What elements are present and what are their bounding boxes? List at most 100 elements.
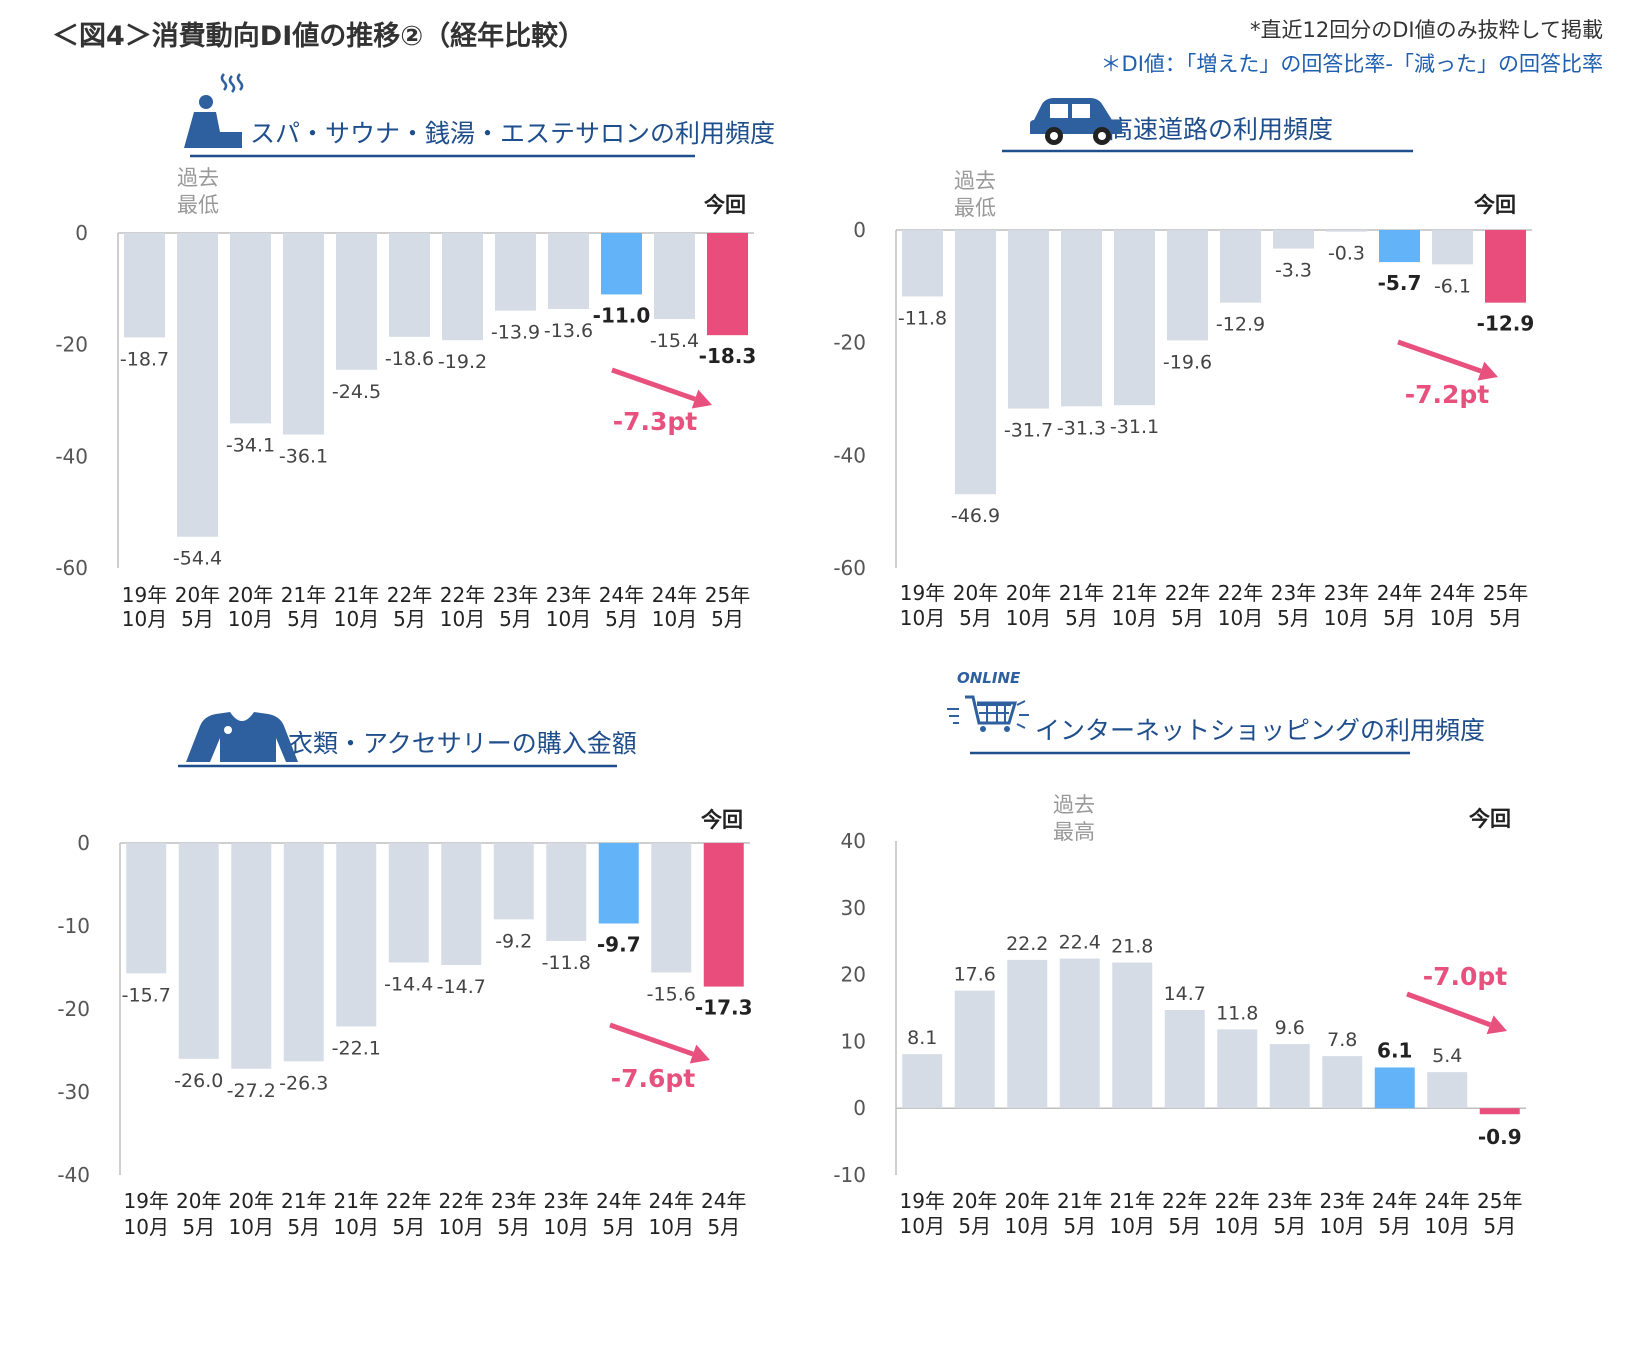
- x-tick-year: 19年: [900, 1189, 945, 1213]
- sweater-icon: [186, 712, 298, 762]
- bar: [1379, 230, 1420, 263]
- data-label: -18.3: [699, 344, 757, 368]
- x-tick-year: 24年: [701, 1189, 746, 1213]
- x-tick-month: 5月: [287, 1215, 320, 1239]
- x-tick-year: 19年: [124, 1189, 169, 1213]
- data-label: 22.2: [1006, 933, 1048, 955]
- bar: [1007, 959, 1048, 1109]
- x-tick-year: 20年: [229, 1189, 274, 1213]
- x-tick-month: 5月: [1383, 606, 1416, 630]
- x-tick-month: 5月: [1171, 606, 1204, 630]
- sauna-person-icon: [184, 73, 244, 148]
- bar: [955, 230, 996, 495]
- y-tick-label: 30: [841, 896, 866, 920]
- x-tick-month: 10月: [1215, 1214, 1260, 1238]
- x-tick-month: 10月: [439, 1215, 484, 1239]
- historic-note-line2: 最低: [954, 196, 996, 220]
- chart-title: 高速道路の利用頻度: [1108, 115, 1333, 144]
- x-tick-month: 10月: [900, 1214, 945, 1238]
- data-label: -22.1: [332, 1037, 381, 1059]
- bar: [1167, 230, 1208, 341]
- footnote-di-definition: ＊DI値：「増えた」の回答比率-「減った」の回答比率: [1100, 52, 1603, 76]
- x-tick-year: 23年: [1271, 581, 1316, 605]
- data-label: -19.6: [1163, 351, 1212, 373]
- x-tick-year: 20年: [1005, 1189, 1050, 1213]
- x-tick-month: 5月: [1063, 1214, 1096, 1238]
- bar: [231, 843, 272, 1069]
- historic-note-line1: 過去: [954, 169, 996, 193]
- data-label: -27.2: [227, 1080, 276, 1102]
- x-tick-month: 10月: [1110, 1214, 1155, 1238]
- data-label: -18.7: [120, 348, 169, 370]
- historic-note-line2: 最高: [1053, 820, 1095, 844]
- x-tick-month: 10月: [229, 1215, 274, 1239]
- footnote-selection: *直近12回分のDI値のみ抜粋して掲載: [1250, 18, 1603, 42]
- x-tick-month: 10月: [122, 607, 167, 631]
- bar: [1432, 230, 1473, 265]
- x-tick-month: 5月: [181, 607, 214, 631]
- bar: [493, 843, 534, 920]
- x-tick-year: 23年: [1324, 581, 1369, 605]
- bar: [1479, 1108, 1520, 1115]
- x-tick-month: 5月: [497, 1215, 530, 1239]
- page-title: ＜図4＞消費動向DI値の推移②（経年比較）: [52, 21, 586, 52]
- y-tick-label: 0: [77, 831, 90, 855]
- x-tick-month: 10月: [546, 607, 591, 631]
- x-tick-year: 24年: [599, 583, 644, 607]
- data-label: -12.9: [1477, 312, 1535, 336]
- x-tick-month: 5月: [1483, 1214, 1516, 1238]
- x-tick-month: 10月: [334, 1215, 379, 1239]
- change-arrow-icon: [689, 1044, 710, 1064]
- chart-online-shopping: インターネットショッピングの利用頻度 ONLINE 40 30 20 10 0 -10 8.1…: [833, 669, 1526, 1238]
- y-tick-label: -20: [57, 997, 90, 1021]
- x-tick-year: 21年: [1110, 1189, 1155, 1213]
- data-label: -11.8: [898, 307, 947, 329]
- y-tick-label: -30: [57, 1080, 90, 1104]
- bar: [707, 233, 748, 336]
- bar: [1269, 1044, 1310, 1109]
- data-label: -26.0: [174, 1070, 223, 1092]
- chart-highway: 高速道路の利用頻度 0-20-40-60-11.819年10月-46.920年5…: [833, 98, 1535, 630]
- data-label: -5.7: [1378, 271, 1422, 295]
- y-tick-label: -40: [55, 444, 88, 468]
- bar: [548, 233, 589, 309]
- data-label: -31.3: [1057, 417, 1106, 439]
- y-tick-label: 40: [841, 829, 866, 853]
- bar: [654, 233, 695, 319]
- data-label: -19.2: [438, 351, 487, 373]
- data-label: -0.9: [1478, 1125, 1522, 1149]
- bar: [283, 843, 324, 1062]
- x-tick-month: 10月: [900, 606, 945, 630]
- data-label: -14.4: [384, 974, 433, 996]
- x-tick-year: 22年: [1218, 581, 1263, 605]
- change-value: -7.3pt: [613, 407, 698, 436]
- x-tick-year: 20年: [176, 1189, 221, 1213]
- bar: [389, 233, 430, 337]
- data-label: -46.9: [951, 505, 1000, 527]
- bar: [902, 230, 943, 297]
- chart-clothing: 衣類・アクセサリーの購入金額 0-10-20-30-40-15.719年10月-…: [57, 712, 753, 1239]
- bar: [336, 233, 377, 370]
- data-label: -13.6: [544, 320, 593, 342]
- current-label: 今回: [704, 193, 746, 217]
- online-cart-icon: ONLINE: [947, 669, 1029, 732]
- x-tick-month: 5月: [707, 1215, 740, 1239]
- bar: [1326, 230, 1367, 232]
- x-tick-year: 23年: [1320, 1189, 1365, 1213]
- bar: [1485, 230, 1526, 303]
- x-tick-year: 22年: [440, 583, 485, 607]
- data-label: -54.4: [173, 548, 222, 570]
- x-tick-month: 5月: [393, 607, 426, 631]
- historic-note-line2: 最低: [177, 193, 219, 217]
- x-tick-year: 24年: [1430, 581, 1475, 605]
- chart-title: 衣類・アクセサリーの購入金額: [288, 729, 637, 758]
- x-tick-month: 10月: [1324, 606, 1369, 630]
- x-tick-year: 24年: [1377, 581, 1422, 605]
- x-tick-year: 24年: [652, 583, 697, 607]
- x-tick-month: 10月: [334, 607, 379, 631]
- bar: [1374, 1067, 1415, 1109]
- x-tick-year: 21年: [1059, 581, 1104, 605]
- x-tick-year: 21年: [281, 583, 326, 607]
- x-tick-month: 5月: [1065, 606, 1098, 630]
- bar: [1059, 958, 1100, 1109]
